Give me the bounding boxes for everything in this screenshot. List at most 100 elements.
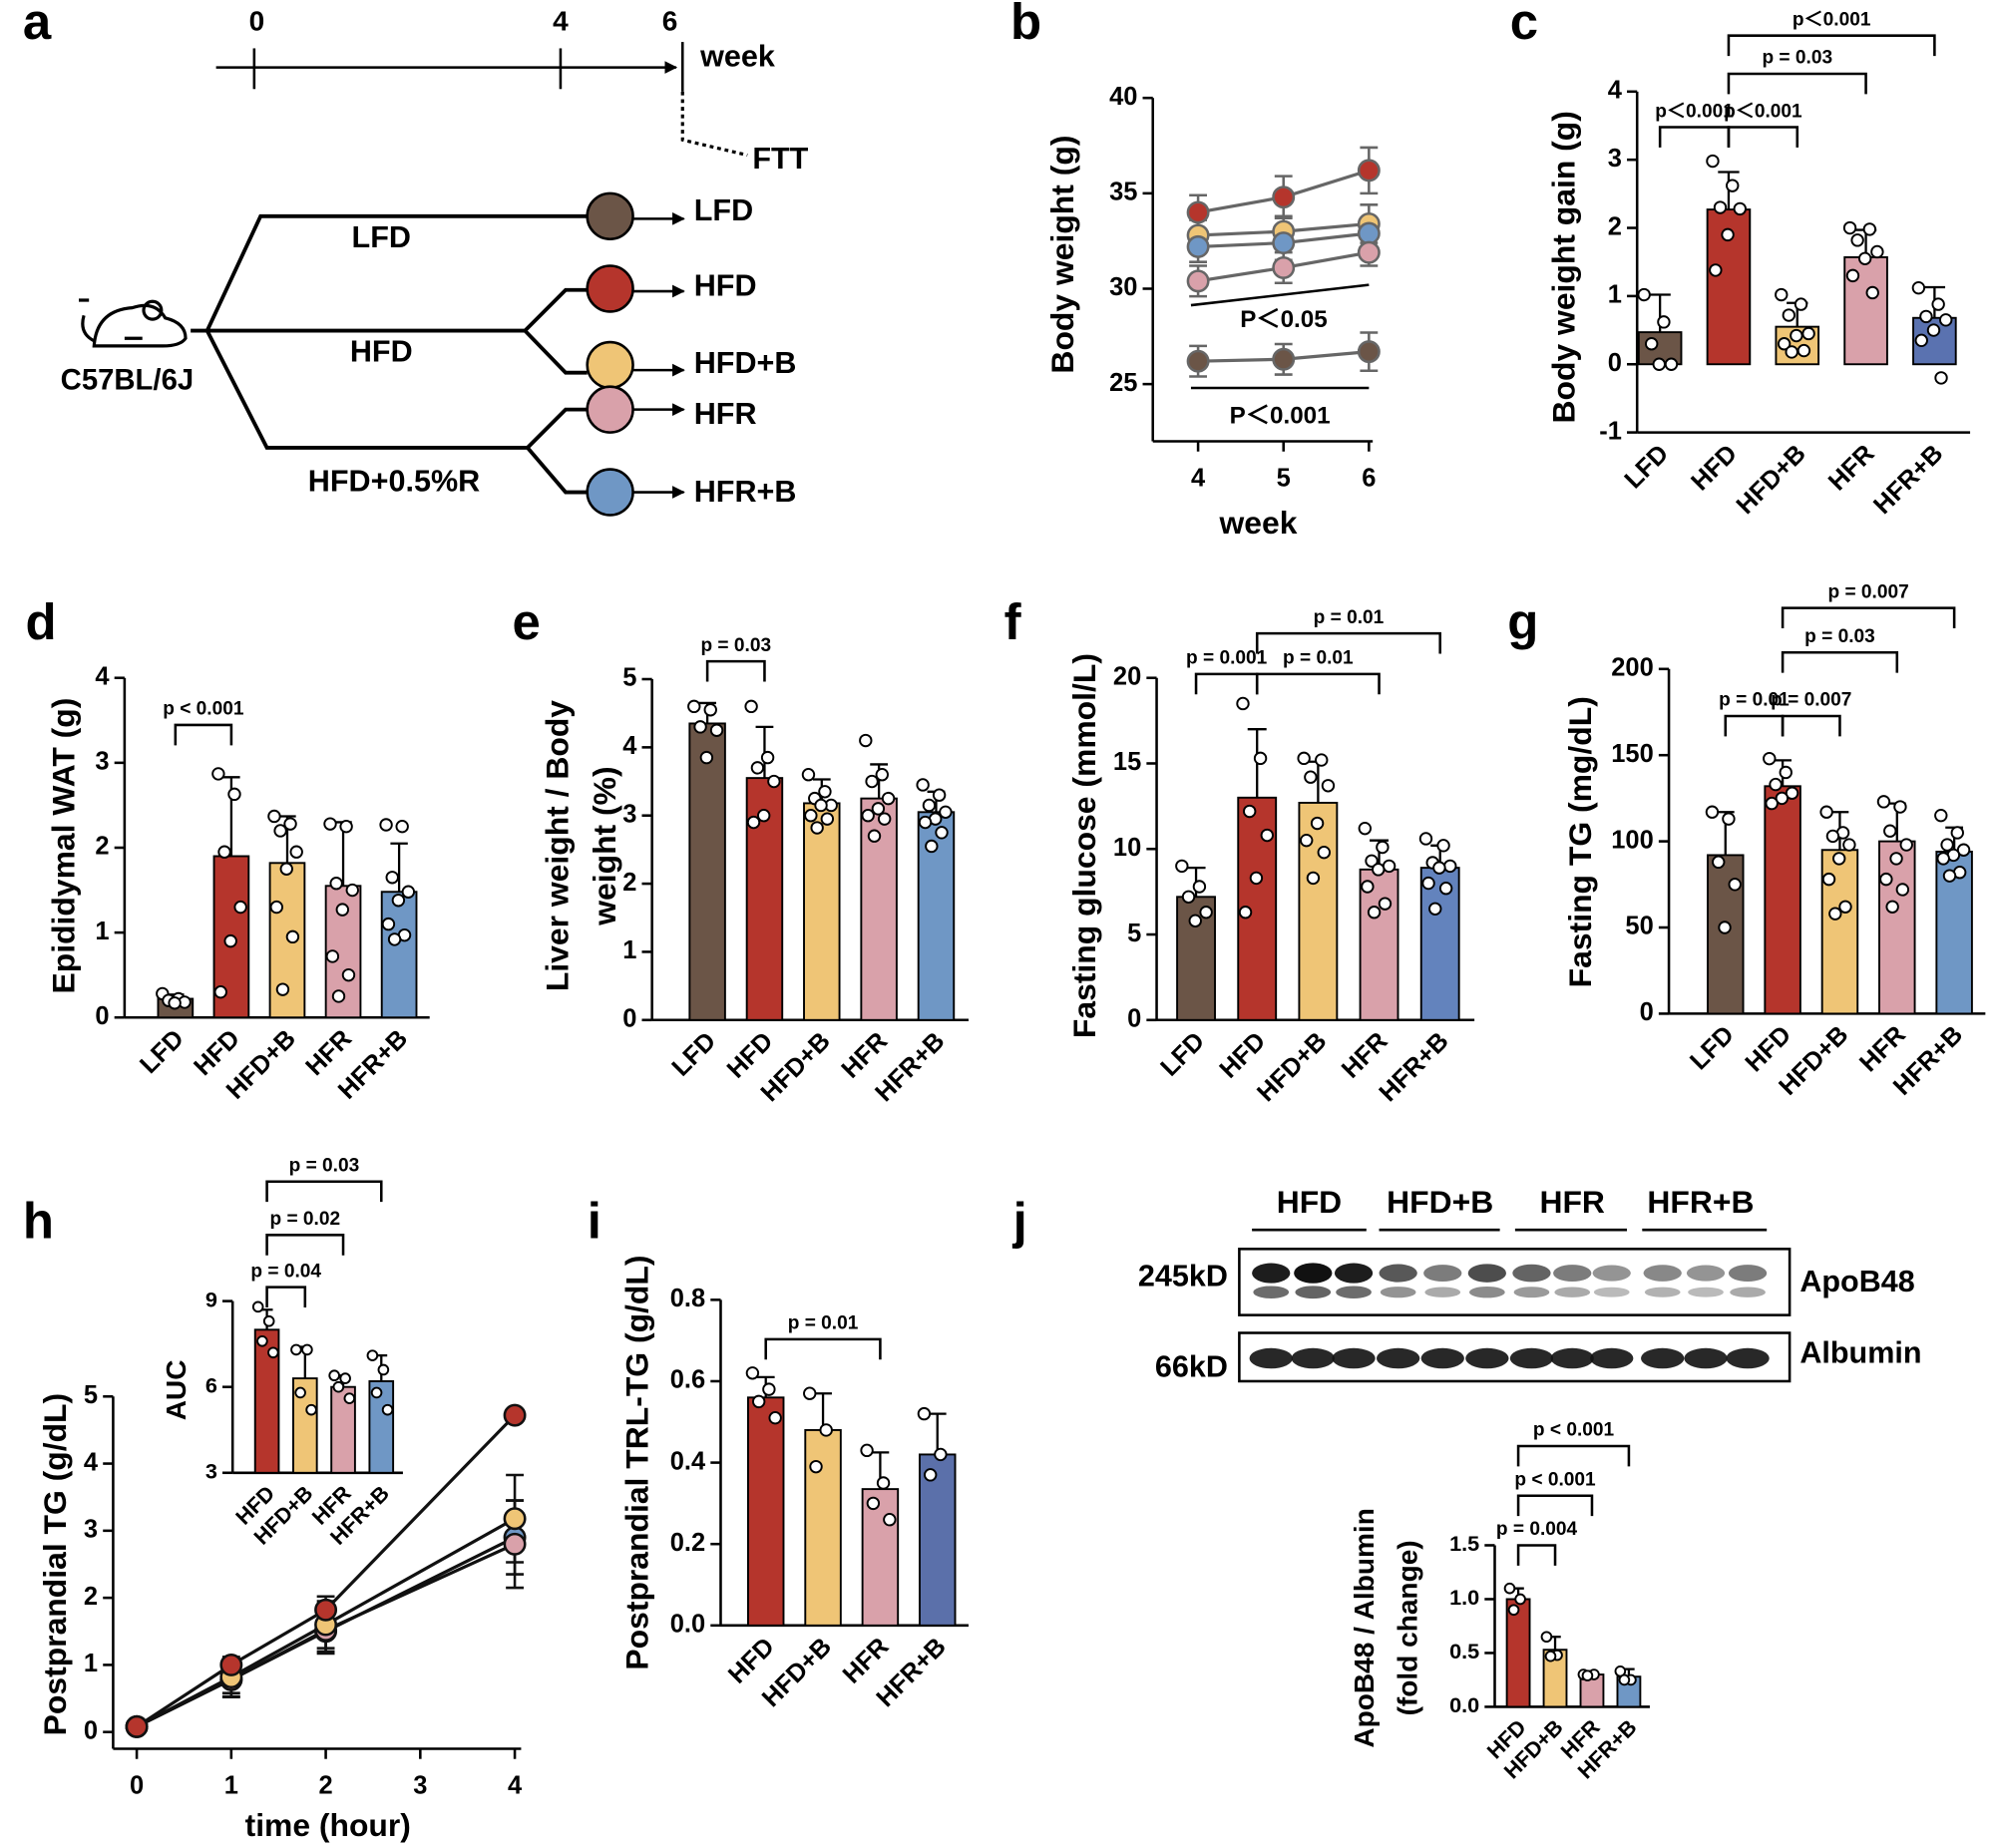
data-point — [1376, 840, 1390, 855]
data-point — [387, 932, 402, 946]
significance-bracket — [1727, 126, 1799, 148]
data-point — [289, 845, 303, 859]
y-tick-label: 3 — [622, 800, 636, 828]
blot-band — [1249, 1347, 1293, 1369]
blot-band — [1728, 1265, 1768, 1283]
x-tick-label: LFD — [1155, 1027, 1210, 1082]
data-point — [916, 778, 930, 792]
bar — [1359, 868, 1399, 1021]
p-value: p = 0.004 — [1496, 1519, 1578, 1540]
data-point — [339, 820, 353, 834]
blot-band — [1726, 1347, 1770, 1369]
blot-band — [1291, 1347, 1335, 1369]
error-bar — [390, 842, 408, 893]
data-point — [1956, 843, 1971, 857]
y-tick-label: 9 — [205, 1287, 217, 1311]
data-point — [1939, 313, 1953, 327]
data-point — [934, 1447, 948, 1462]
bar — [746, 1396, 785, 1627]
data-point — [1914, 333, 1928, 348]
marker-label: 66kD — [1155, 1349, 1228, 1383]
blot-band — [1469, 1286, 1505, 1298]
y-tick-label: 0.5 — [1449, 1639, 1479, 1663]
data-point — [329, 877, 343, 891]
y-tick-label: 1 — [622, 936, 636, 964]
y-tick-label: 0 — [1608, 349, 1622, 377]
data-point — [1503, 1582, 1516, 1595]
blot-band — [1424, 1287, 1461, 1297]
p-value: p = 0.03 — [700, 635, 771, 656]
p-value: p = 0.007 — [1828, 581, 1909, 602]
bar — [1764, 785, 1801, 1015]
y-tick-label: 2 — [1608, 212, 1622, 240]
blot-band — [1376, 1347, 1420, 1369]
x-tick-label: 2 — [318, 1772, 332, 1800]
data-point — [768, 1411, 782, 1425]
branch — [191, 213, 588, 333]
data-point — [1272, 185, 1296, 209]
y-tick-label: 0.8 — [670, 1285, 705, 1312]
data-point — [1728, 878, 1742, 892]
panel-label: c — [1510, 0, 1538, 50]
x-tick-label: HFD+B — [1252, 1027, 1332, 1107]
lane-group-label: HFD+B — [1387, 1184, 1493, 1220]
blot-band — [1730, 1287, 1766, 1297]
p-value: p = 0.01 — [1719, 690, 1790, 711]
blot-band — [1550, 1347, 1594, 1369]
panel-label: j — [1012, 1193, 1027, 1250]
error-bar — [928, 1412, 947, 1455]
data-point — [1243, 804, 1257, 819]
lane-group-label: HFD — [1277, 1184, 1342, 1220]
p-value: p = 0.02 — [270, 1209, 341, 1230]
x-tick-label: 4 — [1191, 465, 1206, 493]
data-point — [1358, 821, 1373, 836]
y-tick-label: 0 — [95, 1002, 109, 1030]
data-point — [810, 821, 824, 835]
data-point — [687, 699, 701, 714]
blot-band — [1253, 1286, 1290, 1298]
data-point — [1885, 900, 1899, 914]
bar — [1505, 1598, 1531, 1708]
y-axis-label: (fold change) — [1393, 1540, 1423, 1715]
data-point — [1879, 872, 1893, 887]
data-point — [1889, 852, 1903, 866]
significance-bracket — [1516, 1494, 1594, 1517]
data-point — [1372, 863, 1386, 877]
data-point — [285, 929, 300, 944]
data-point — [503, 1507, 527, 1531]
data-point — [801, 768, 816, 782]
y-tick-label: 0.0 — [670, 1611, 705, 1639]
data-point — [1272, 347, 1296, 371]
data-point — [1895, 883, 1910, 897]
y-tick-label: 100 — [1611, 826, 1654, 854]
panel-a: a 0 4 6 week FTT LFD HFD HFD+B HFR HFR+B — [23, 0, 809, 517]
data-point — [1321, 779, 1336, 793]
data-point — [1825, 829, 1840, 844]
data-point — [1876, 795, 1891, 809]
data-point — [1186, 349, 1210, 373]
y-tick-label: 0 — [84, 1716, 98, 1744]
blot-band — [1294, 1263, 1333, 1284]
significance-bracket — [1194, 672, 1259, 695]
data-point — [379, 818, 393, 832]
timeline-label: 4 — [553, 5, 569, 36]
bar — [803, 802, 841, 1021]
group-dot — [586, 385, 634, 434]
test-label: FTT — [752, 142, 808, 176]
y-tick-label: 50 — [1625, 913, 1653, 940]
data-point — [1782, 308, 1796, 322]
data-point — [1418, 832, 1433, 846]
data-point — [1934, 371, 1948, 385]
data-point — [262, 1314, 275, 1327]
significance-bracket — [1781, 650, 1899, 673]
bar — [919, 1453, 957, 1627]
data-point — [804, 809, 818, 823]
diet-tree — [191, 211, 685, 499]
data-point — [273, 824, 287, 838]
p-value: p＜0.001 — [1793, 9, 1871, 30]
blot-band — [1336, 1286, 1372, 1298]
data-point — [746, 815, 761, 830]
lane-group-label: HFR — [1539, 1184, 1604, 1220]
